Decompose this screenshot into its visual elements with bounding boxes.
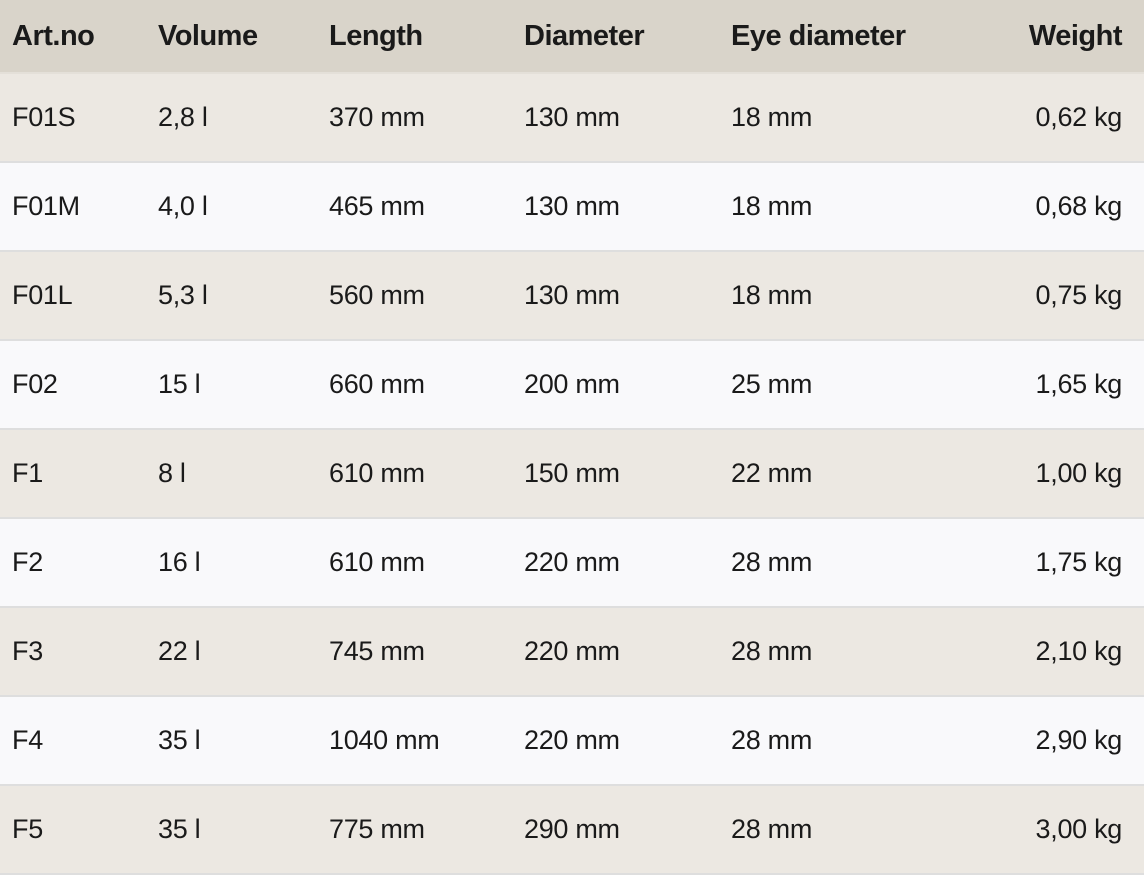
cell-art-no: F4 — [0, 696, 158, 786]
cell-volume: 22 l — [158, 607, 329, 697]
cell-length: 610 mm — [329, 518, 524, 608]
cell-length: 1040 mm — [329, 696, 524, 786]
cell-weight: 1,75 kg — [941, 518, 1144, 608]
table-row: F02 15 l 660 mm 200 mm 25 mm 1,65 kg — [0, 340, 1144, 430]
cell-art-no: F5 — [0, 785, 158, 875]
cell-volume: 16 l — [158, 518, 329, 608]
cell-eye-diameter: 18 mm — [731, 251, 941, 341]
cell-length: 465 mm — [329, 162, 524, 252]
cell-eye-diameter: 28 mm — [731, 518, 941, 608]
cell-art-no: F01S — [0, 73, 158, 163]
cell-weight: 3,00 kg — [941, 785, 1144, 875]
table-row: F2 16 l 610 mm 220 mm 28 mm 1,75 kg — [0, 518, 1144, 608]
cell-weight: 0,62 kg — [941, 73, 1144, 163]
cell-art-no: F01M — [0, 162, 158, 252]
cell-weight: 2,90 kg — [941, 696, 1144, 786]
cell-weight: 1,65 kg — [941, 340, 1144, 430]
header-eye-diameter: Eye diameter — [731, 0, 941, 74]
cell-diameter: 150 mm — [524, 429, 731, 519]
table-row: F4 35 l 1040 mm 220 mm 28 mm 2,90 kg — [0, 696, 1144, 786]
cell-art-no: F1 — [0, 429, 158, 519]
cell-eye-diameter: 18 mm — [731, 162, 941, 252]
table-row: F3 22 l 745 mm 220 mm 28 mm 2,10 kg — [0, 607, 1144, 697]
cell-eye-diameter: 22 mm — [731, 429, 941, 519]
cell-eye-diameter: 28 mm — [731, 607, 941, 697]
cell-length: 745 mm — [329, 607, 524, 697]
cell-eye-diameter: 28 mm — [731, 785, 941, 875]
cell-art-no: F3 — [0, 607, 158, 697]
cell-length: 610 mm — [329, 429, 524, 519]
cell-weight: 0,75 kg — [941, 251, 1144, 341]
cell-volume: 8 l — [158, 429, 329, 519]
cell-volume: 15 l — [158, 340, 329, 430]
table-row: F01L 5,3 l 560 mm 130 mm 18 mm 0,75 kg — [0, 251, 1144, 341]
cell-diameter: 130 mm — [524, 73, 731, 163]
cell-weight: 0,68 kg — [941, 162, 1144, 252]
cell-length: 775 mm — [329, 785, 524, 875]
cell-diameter: 200 mm — [524, 340, 731, 430]
cell-volume: 35 l — [158, 696, 329, 786]
cell-diameter: 130 mm — [524, 162, 731, 252]
table-row: F5 35 l 775 mm 290 mm 28 mm 3,00 kg — [0, 785, 1144, 875]
cell-volume: 4,0 l — [158, 162, 329, 252]
cell-eye-diameter: 25 mm — [731, 340, 941, 430]
cell-volume: 5,3 l — [158, 251, 329, 341]
cell-eye-diameter: 18 mm — [731, 73, 941, 163]
cell-volume: 35 l — [158, 785, 329, 875]
cell-diameter: 130 mm — [524, 251, 731, 341]
header-length: Length — [329, 0, 524, 74]
cell-art-no: F02 — [0, 340, 158, 430]
cell-diameter: 220 mm — [524, 518, 731, 608]
cell-length: 660 mm — [329, 340, 524, 430]
cell-weight: 1,00 kg — [941, 429, 1144, 519]
cell-weight: 2,10 kg — [941, 607, 1144, 697]
cell-diameter: 220 mm — [524, 696, 731, 786]
cell-length: 370 mm — [329, 73, 524, 163]
header-weight: Weight — [941, 0, 1144, 74]
cell-diameter: 290 mm — [524, 785, 731, 875]
cell-art-no: F2 — [0, 518, 158, 608]
header-volume: Volume — [158, 0, 329, 74]
cell-diameter: 220 mm — [524, 607, 731, 697]
header-row: Art.no Volume Length Diameter Eye diamet… — [0, 0, 1144, 74]
table-row: F01M 4,0 l 465 mm 130 mm 18 mm 0,68 kg — [0, 162, 1144, 252]
header-art-no: Art.no — [0, 0, 158, 74]
table-row: F1 8 l 610 mm 150 mm 22 mm 1,00 kg — [0, 429, 1144, 519]
cell-volume: 2,8 l — [158, 73, 329, 163]
header-diameter: Diameter — [524, 0, 731, 74]
cell-eye-diameter: 28 mm — [731, 696, 941, 786]
table-row: F01S 2,8 l 370 mm 130 mm 18 mm 0,62 kg — [0, 73, 1144, 163]
cell-art-no: F01L — [0, 251, 158, 341]
cell-length: 560 mm — [329, 251, 524, 341]
